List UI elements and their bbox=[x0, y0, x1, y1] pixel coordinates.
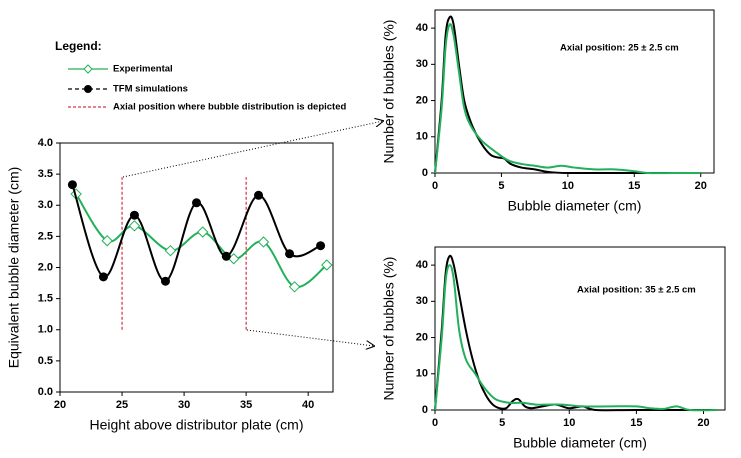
connector-arrow bbox=[122, 121, 383, 178]
y-tick-label: 3.0 bbox=[38, 199, 53, 211]
y-tick-label: 40 bbox=[416, 22, 428, 34]
y-tick-label: 4.0 bbox=[38, 137, 53, 149]
plot-frame bbox=[434, 246, 726, 411]
x-tick-label: 0 bbox=[432, 417, 438, 429]
series-line bbox=[434, 254, 717, 412]
legend-title: Legend: bbox=[55, 39, 102, 53]
marker bbox=[192, 198, 201, 208]
x-tick-label: 30 bbox=[178, 399, 190, 411]
x-tick-label: 35 bbox=[240, 399, 252, 411]
y-tick-label: 10 bbox=[416, 131, 428, 143]
x-axis-label: Bubble diameter (cm) bbox=[513, 435, 647, 451]
marker bbox=[254, 190, 264, 200]
y-axis-label: Equivalent bubble diameter (cm) bbox=[6, 167, 22, 369]
marker bbox=[101, 235, 113, 247]
y-tick-label: 20 bbox=[416, 331, 428, 343]
marker bbox=[285, 249, 295, 259]
y-tick-label: 0.5 bbox=[38, 355, 53, 367]
x-tick-label: 20 bbox=[54, 399, 66, 411]
x-tick-label: 40 bbox=[302, 399, 314, 411]
x-tick-label: 5 bbox=[498, 180, 504, 192]
series-line bbox=[434, 23, 701, 175]
x-tick-label: 10 bbox=[563, 417, 575, 429]
x-tick-label: 5 bbox=[499, 417, 505, 429]
marker bbox=[288, 281, 301, 293]
y-axis-label: Number of bubbles (%) bbox=[381, 257, 397, 401]
marker bbox=[128, 220, 141, 232]
y-tick-label: 30 bbox=[416, 295, 428, 307]
y-tick-label: 2.0 bbox=[38, 261, 53, 273]
y-tick-label: 2.5 bbox=[38, 230, 53, 242]
y-tick-label: 10 bbox=[416, 368, 428, 380]
x-tick-label: 25 bbox=[116, 399, 128, 411]
marker bbox=[196, 226, 209, 238]
marker bbox=[321, 259, 333, 271]
legend-label: Experimental bbox=[113, 64, 173, 75]
legend-marker bbox=[84, 85, 92, 93]
x-axis-label: Bubble diameter (cm) bbox=[508, 198, 642, 214]
x-tick-label: 10 bbox=[562, 180, 574, 192]
marker bbox=[129, 210, 139, 220]
marker bbox=[257, 236, 270, 248]
series-line bbox=[434, 264, 717, 412]
y-tick-label: 30 bbox=[416, 58, 428, 70]
marker bbox=[316, 241, 326, 251]
marker bbox=[164, 244, 177, 257]
x-tick-label: 20 bbox=[697, 417, 709, 429]
plot-frame bbox=[434, 9, 715, 174]
marker bbox=[98, 272, 108, 282]
x-tick-label: 0 bbox=[432, 180, 438, 192]
series-line bbox=[75, 193, 328, 289]
y-tick-label: 20 bbox=[416, 94, 428, 106]
y-axis-label: Number of bubbles (%) bbox=[381, 20, 397, 164]
x-tick-label: 15 bbox=[630, 417, 642, 429]
x-axis-label: Height above distributor plate (cm) bbox=[90, 417, 304, 433]
y-tick-label: 0 bbox=[422, 404, 428, 416]
x-tick-label: 20 bbox=[695, 180, 707, 192]
marker bbox=[160, 276, 170, 286]
y-tick-label: 3.5 bbox=[38, 168, 53, 180]
marker bbox=[67, 180, 77, 190]
y-tick-label: 1.5 bbox=[38, 293, 53, 305]
series-line bbox=[434, 15, 701, 175]
plot-frame bbox=[59, 142, 334, 393]
annotation: Axial position: 25 ± 2.5 cm bbox=[560, 43, 679, 54]
y-tick-label: 40 bbox=[416, 259, 428, 271]
y-tick-label: 0.0 bbox=[38, 386, 53, 398]
annotation: Axial position: 35 ± 2.5 cm bbox=[577, 285, 696, 296]
marker bbox=[221, 251, 231, 261]
connector-arrow bbox=[246, 329, 374, 346]
legend-marker bbox=[83, 64, 93, 74]
x-tick-label: 15 bbox=[628, 180, 640, 192]
legend-label: Axial position where bubble distribution… bbox=[113, 102, 346, 113]
y-tick-label: 0 bbox=[422, 167, 428, 179]
legend-label: TFM simulations bbox=[113, 84, 188, 95]
y-tick-label: 1.0 bbox=[38, 324, 53, 336]
